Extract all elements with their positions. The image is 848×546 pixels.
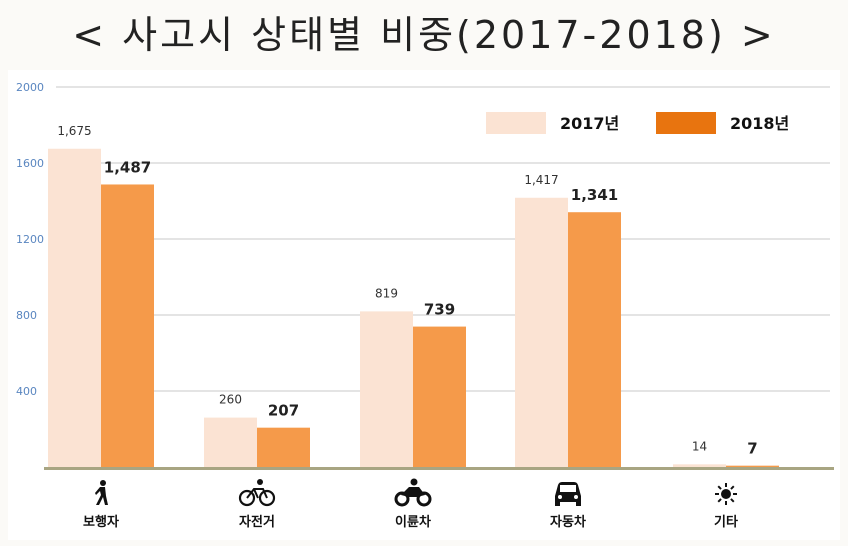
- bar-2018: [257, 427, 310, 467]
- bar-2018: [568, 212, 621, 467]
- bar-2018: [413, 326, 466, 467]
- category-label: 자전거: [239, 514, 275, 530]
- y-tick-label: 1200: [16, 233, 44, 246]
- data-label: 7: [747, 440, 757, 458]
- legend-swatch: [656, 112, 716, 134]
- bar-chart: 1,675 260 819 1,417 14 1,487 207 739 1,341 7 400 8…: [16, 81, 834, 530]
- y-tick-label: 1600: [16, 157, 44, 170]
- bar-2018: [726, 465, 779, 467]
- bar-2017: [673, 464, 726, 467]
- bar-2017: [515, 197, 568, 467]
- data-label: 1,675: [57, 124, 91, 138]
- motorcycle-icon: [394, 478, 432, 507]
- bar-2018: [101, 184, 154, 467]
- data-label: 260: [219, 393, 242, 407]
- data-label: 14: [692, 439, 707, 453]
- bar-2017: [204, 417, 257, 467]
- category-label: 보행자: [83, 514, 119, 530]
- data-label: 1,487: [104, 158, 151, 176]
- legend-label: 2017년: [560, 114, 619, 133]
- data-label: 1,341: [571, 186, 618, 204]
- bicycle-icon: [238, 479, 276, 507]
- data-label: 1,417: [524, 173, 558, 187]
- data-label: 819: [375, 286, 398, 300]
- bar-2017: [360, 311, 413, 467]
- data-label: 739: [424, 301, 455, 319]
- sun-icon: [715, 483, 737, 505]
- y-tick-label: 800: [16, 309, 37, 322]
- category-label: 기타: [714, 514, 738, 530]
- bar-2017: [48, 148, 101, 467]
- y-tick-label: 400: [16, 385, 37, 398]
- legend-swatch: [486, 112, 546, 134]
- x-axis-line: [44, 467, 834, 470]
- y-tick-label: 2000: [16, 81, 44, 94]
- chart-panel: 1,675 260 819 1,417 14 1,487 207 739 1,341 7 400 8…: [8, 70, 840, 540]
- legend-label: 2018년: [730, 114, 789, 133]
- category-label: 이륜차: [395, 514, 431, 530]
- car-icon: [555, 482, 581, 506]
- pedestrian-icon: [95, 480, 108, 505]
- data-label: 207: [268, 402, 299, 420]
- category-label: 자동차: [550, 514, 586, 530]
- chart-title: < 사고시 상태별 비중(2017-2018) >: [72, 13, 776, 57]
